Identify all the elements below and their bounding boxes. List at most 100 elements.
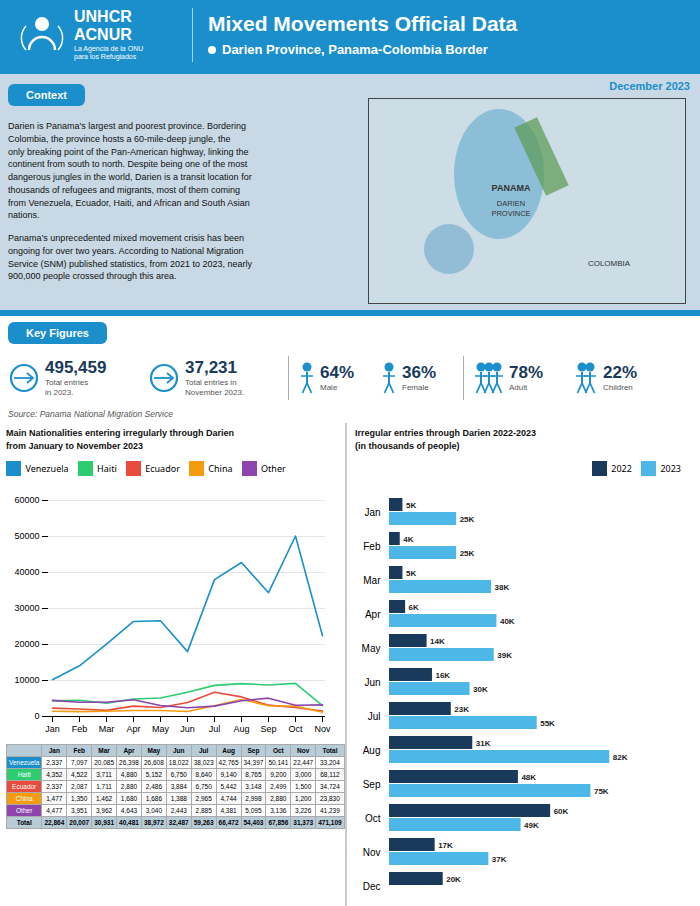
svg-text:Jul: Jul	[209, 724, 221, 734]
html-text:2023: 2023	[660, 462, 681, 476]
svg-text:Aug: Aug	[233, 724, 249, 734]
html-text:Ecuador: Ecuador	[145, 462, 180, 476]
html-text:UNHCR: UNHCR	[74, 8, 132, 25]
html-text:495,459: 495,459	[45, 357, 107, 377]
svg-text:Jan: Jan	[364, 506, 380, 517]
html-text:Darien Province, Panama-Colomb: Darien Province, Panama-Colombia Border	[222, 42, 488, 57]
html-text:Darien is Panama’s largest and: Darien is Panama’s largest and poorest p…	[8, 121, 252, 221]
html-text:China: China	[208, 462, 233, 476]
html-text:Mixed Movements Official Data: Mixed Movements Official Data	[208, 12, 518, 35]
svg-text:6K: 6K	[409, 602, 419, 611]
html-text:Children: Children	[603, 382, 633, 392]
svg-text:75K: 75K	[594, 786, 609, 795]
svg-text:May: May	[362, 642, 381, 653]
svg-text:55K: 55K	[540, 718, 555, 727]
html-text:2022: 2022	[611, 462, 632, 476]
html-text:Main Nationalities entering ir: Main Nationalities entering irregularly …	[6, 428, 234, 451]
svg-text:Jul: Jul	[368, 710, 381, 721]
html-text:Apr: Apr	[123, 746, 135, 754]
svg-text:4K: 4K	[403, 534, 413, 543]
html-text:Haiti: Haiti	[97, 462, 117, 476]
html-text:COLOMBIA: COLOMBIA	[587, 259, 631, 268]
svg-text:Sep: Sep	[363, 778, 381, 789]
html-text:Context: Context	[26, 89, 67, 101]
svg-text:Feb: Feb	[363, 540, 381, 551]
svg-text:82K: 82K	[613, 752, 628, 761]
html-text:Jan: Jan	[48, 746, 60, 754]
html-text:Other: Other	[261, 462, 286, 476]
svg-text:Aug: Aug	[363, 744, 381, 755]
html-text:Oct: Oct	[272, 746, 284, 754]
svg-text:5K: 5K	[406, 500, 416, 509]
svg-text:Jan: Jan	[45, 724, 60, 734]
html-text:December 2023: December 2023	[609, 80, 690, 92]
svg-text:Mar: Mar	[363, 574, 381, 585]
svg-text:48K: 48K	[521, 772, 536, 781]
html-text:Key Figures: Key Figures	[26, 327, 89, 339]
svg-text:30K: 30K	[473, 684, 488, 693]
html-text:DARIEN PROVINCE: DARIEN PROVINCE	[491, 199, 531, 218]
html-text:Feb: Feb	[73, 746, 85, 754]
svg-text:60K: 60K	[554, 806, 569, 815]
svg-text:23K: 23K	[454, 704, 469, 713]
html-text:Total entries in 2023.: Total entries in 2023.	[45, 377, 89, 397]
html-text:Total entries in November 2023: Total entries in November 2023.	[185, 377, 245, 397]
svg-text:Apr: Apr	[126, 724, 140, 734]
html-text:Adult: Adult	[509, 382, 528, 392]
html-text:May: May	[147, 746, 161, 754]
svg-text:25K: 25K	[460, 548, 475, 557]
svg-text:5K: 5K	[406, 568, 416, 577]
svg-text:16K: 16K	[435, 670, 450, 679]
svg-text:20000: 20000	[14, 639, 39, 649]
html-text:Aug: Aug	[222, 746, 235, 754]
svg-text:10000: 10000	[14, 675, 39, 685]
svg-text:Nov: Nov	[314, 724, 331, 734]
html-text:Male: Male	[320, 382, 338, 392]
svg-text:Jun: Jun	[180, 724, 195, 734]
svg-text:37K: 37K	[492, 854, 507, 863]
html-text:ACNUR: ACNUR	[74, 25, 132, 43]
html-text:Irregular entries through Dari: Irregular entries through Darien 2022-20…	[355, 428, 537, 451]
svg-text:Nov: Nov	[363, 846, 381, 857]
html-text:Sep: Sep	[247, 746, 260, 754]
html-text:Jun: Jun	[173, 746, 185, 754]
html-text:36%: 36%	[402, 362, 436, 382]
html-text:Nov: Nov	[297, 746, 310, 754]
html-text:37,231: 37,231	[185, 357, 237, 377]
html-text:Female: Female	[402, 382, 429, 392]
svg-text:49K: 49K	[524, 820, 539, 829]
html-text:para los Refugiados: para los Refugiados	[74, 52, 137, 60]
html-text:Source: Panama National Migrat: Source: Panama National Migration Servic…	[8, 409, 173, 419]
svg-text:60000: 60000	[14, 495, 39, 505]
svg-text:Jun: Jun	[364, 676, 380, 687]
html-text:La Agencia de la ONU: La Agencia de la ONU	[74, 45, 144, 53]
svg-text:38K: 38K	[495, 582, 510, 591]
svg-text:50000: 50000	[14, 531, 39, 541]
svg-text:Feb: Feb	[72, 724, 88, 734]
html-text:Panama’s unprecedented mixed m: Panama’s unprecedented mixed movement cr…	[8, 233, 253, 282]
svg-text:Apr: Apr	[365, 608, 381, 619]
svg-text:Sep: Sep	[260, 724, 276, 734]
html-text:64%: 64%	[320, 362, 354, 382]
svg-text:17K: 17K	[438, 840, 453, 849]
svg-text:40K: 40K	[500, 616, 515, 625]
html-text:78%: 78%	[509, 362, 543, 382]
html-text:PANAMA: PANAMA	[491, 183, 531, 193]
svg-text:Oct: Oct	[288, 724, 303, 734]
svg-text:25K: 25K	[460, 514, 475, 523]
html-text:Mar: Mar	[98, 746, 110, 754]
html-text:22%: 22%	[603, 362, 637, 382]
svg-text:39K: 39K	[497, 650, 512, 659]
svg-text:Oct: Oct	[365, 812, 381, 823]
svg-text:Dec: Dec	[363, 880, 381, 891]
svg-text:31K: 31K	[476, 738, 491, 747]
svg-text:May: May	[152, 724, 170, 734]
svg-text:40000: 40000	[14, 567, 39, 577]
svg-text:30000: 30000	[14, 603, 39, 613]
svg-text:0: 0	[34, 711, 39, 721]
svg-text:20K: 20K	[446, 874, 461, 883]
html-text:Jul: Jul	[199, 746, 209, 754]
svg-text:14K: 14K	[430, 636, 445, 645]
svg-text:Mar: Mar	[99, 724, 115, 734]
html-text:Venezuela: Venezuela	[25, 462, 69, 476]
